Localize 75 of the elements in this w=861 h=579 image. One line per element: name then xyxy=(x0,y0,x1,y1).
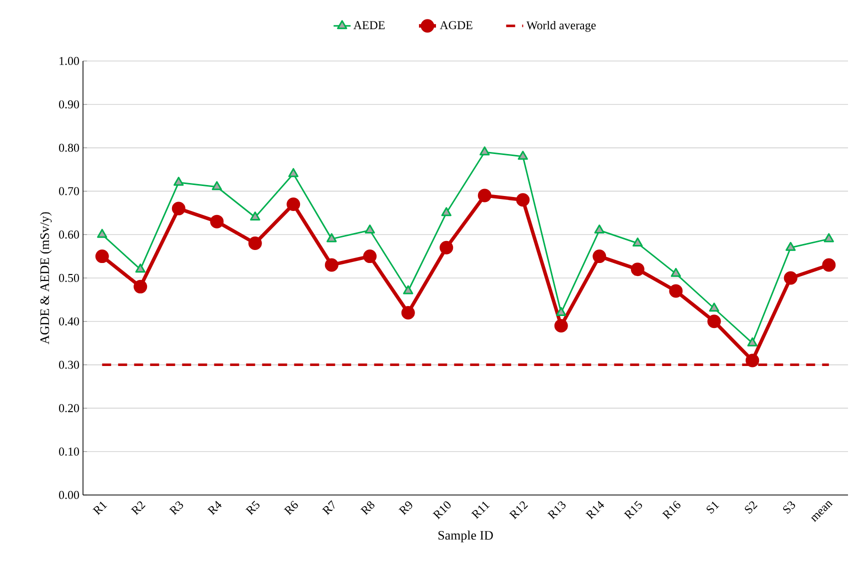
y-tick-label: 0.90 xyxy=(59,100,80,108)
x-tick-label: R14 xyxy=(586,500,604,520)
point xyxy=(212,181,222,190)
y-tick-label: 0.10 xyxy=(59,448,80,456)
point xyxy=(326,233,337,242)
y-tick-label: 1.00 xyxy=(60,56,80,66)
y-tick-label: 0.20 xyxy=(59,404,80,412)
point xyxy=(441,207,452,216)
point xyxy=(250,211,260,220)
x-tick-label: R11 xyxy=(471,502,490,520)
x-tick-label: R13 xyxy=(547,501,566,520)
point xyxy=(478,188,492,202)
point xyxy=(556,306,566,316)
x-tick-label: R8 xyxy=(360,501,374,516)
x-tick-label: R6 xyxy=(284,500,298,516)
legend-label: World average xyxy=(526,20,596,32)
y-tick-label: 0.60 xyxy=(59,230,80,239)
point xyxy=(174,176,184,186)
point xyxy=(288,168,298,178)
x-tick-label: R1 xyxy=(92,502,108,516)
x-tick-label: S3 xyxy=(783,501,796,514)
x-tick-label: R15 xyxy=(624,500,642,520)
y-axis-title: AGDE & AEDE (mSv/y) xyxy=(40,212,52,344)
point xyxy=(172,202,186,216)
point xyxy=(403,285,414,294)
x-tick-label: R7 xyxy=(322,500,334,516)
point xyxy=(747,337,758,346)
point xyxy=(594,224,604,234)
legend-label: AGDE xyxy=(440,21,472,30)
y-tick-label: 0.30 xyxy=(59,360,80,369)
point xyxy=(364,224,375,234)
point xyxy=(516,193,530,207)
point xyxy=(480,146,490,156)
point xyxy=(401,306,415,320)
x-tick-label: R4 xyxy=(207,500,222,516)
point xyxy=(786,242,796,251)
point xyxy=(95,250,109,264)
x-tick-label: R9 xyxy=(398,501,412,516)
point xyxy=(135,264,146,273)
point xyxy=(746,354,760,368)
x-tick-label: S2 xyxy=(744,501,758,514)
point xyxy=(134,280,148,294)
point xyxy=(784,271,798,285)
point xyxy=(630,262,644,276)
x-tick-label: R10 xyxy=(432,501,451,520)
legend-label: AEDE xyxy=(353,21,385,30)
point xyxy=(824,233,834,242)
x-axis-title: Sample ID xyxy=(438,530,493,542)
y-tick-label: 0.50 xyxy=(59,274,80,282)
point xyxy=(248,236,262,250)
point xyxy=(554,318,568,332)
point xyxy=(669,284,683,298)
x-tick-label: R5 xyxy=(246,500,260,516)
point xyxy=(210,214,224,228)
point xyxy=(518,150,528,160)
point xyxy=(592,250,606,264)
point xyxy=(286,197,300,211)
point xyxy=(324,258,338,272)
x-tick-label: R12 xyxy=(509,501,528,520)
x-tick-label: R2 xyxy=(130,501,146,516)
x-tick-label: R16 xyxy=(662,500,680,520)
y-tick-label: 0.80 xyxy=(59,144,80,152)
point xyxy=(363,250,377,264)
point xyxy=(707,314,721,328)
point xyxy=(670,268,681,277)
x-tick-label: R3 xyxy=(169,501,184,516)
point xyxy=(440,240,454,254)
point xyxy=(709,302,720,312)
y-tick-label: 0.40 xyxy=(59,317,80,326)
point xyxy=(632,238,643,247)
y-tick-label: 0.70 xyxy=(59,187,80,196)
point xyxy=(97,228,108,238)
y-tick-label: 0.00 xyxy=(59,490,80,500)
x-tick-label: S1 xyxy=(706,502,720,514)
point xyxy=(822,258,836,272)
